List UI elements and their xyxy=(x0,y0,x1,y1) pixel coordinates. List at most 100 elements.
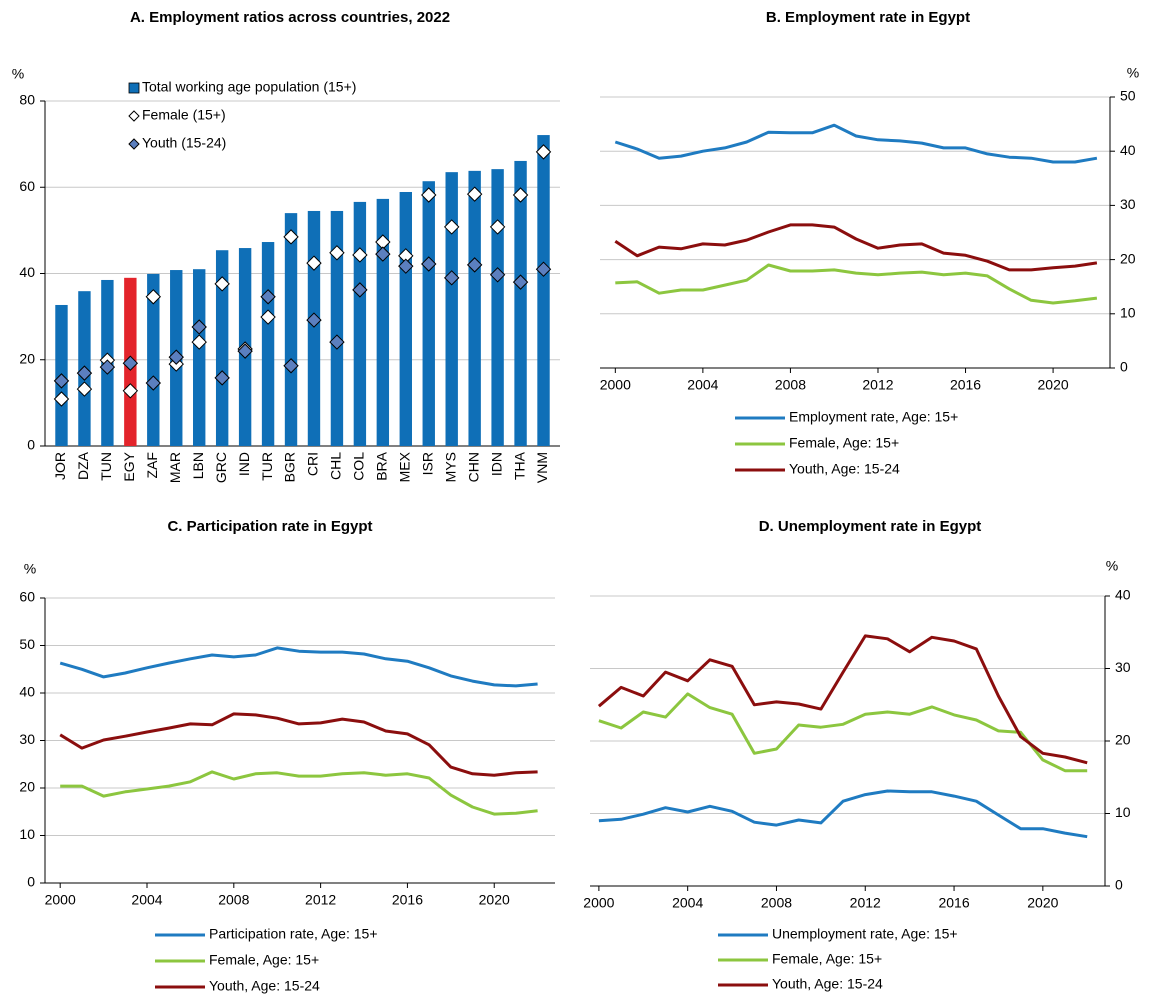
marker xyxy=(421,256,437,272)
legend-label: Total working age population (15+) xyxy=(142,79,356,95)
x-tick-label: ISR xyxy=(419,452,435,475)
x-tick-label: VNM xyxy=(534,452,550,483)
bar xyxy=(399,191,412,446)
y-tick-label: 10 xyxy=(1115,804,1131,820)
x-tick-label: 2012 xyxy=(862,377,893,393)
bar xyxy=(514,160,527,446)
marker xyxy=(168,349,184,365)
y-tick-label: 40 xyxy=(1120,142,1136,158)
y-tick-label: 40 xyxy=(1115,587,1131,603)
x-tick-label: 2004 xyxy=(131,892,162,908)
y-tick-label: 10 xyxy=(19,826,35,842)
legend-label: Female (15+) xyxy=(142,107,226,123)
x-tick-label: CRI xyxy=(305,452,321,476)
x-tick-label: COL xyxy=(351,452,367,481)
marker xyxy=(329,245,345,261)
legend-swatch xyxy=(128,110,140,122)
marker xyxy=(443,219,460,235)
marker xyxy=(145,289,162,305)
line xyxy=(614,223,1098,272)
x-tick-label: MAR xyxy=(167,452,183,483)
x-tick-label: 2016 xyxy=(950,377,981,393)
y-tick-label: 50 xyxy=(19,636,35,652)
line xyxy=(60,770,538,816)
chart-title: C. Participation rate in Egypt xyxy=(167,518,372,535)
x-tick-label: DZA xyxy=(75,451,91,480)
y-tick-label: 40 xyxy=(19,684,35,700)
marker xyxy=(76,365,93,381)
y-unit: % xyxy=(12,66,24,82)
marker xyxy=(306,312,322,328)
y-tick-label: 30 xyxy=(19,731,35,747)
marker xyxy=(443,270,460,286)
x-tick-label: 2020 xyxy=(479,892,510,908)
bar xyxy=(215,250,229,446)
x-tick-label: CHL xyxy=(328,452,344,480)
marker xyxy=(512,274,529,290)
bar xyxy=(376,198,390,446)
x-tick-label: 2004 xyxy=(672,895,703,911)
y-unit: % xyxy=(1106,558,1118,574)
marker xyxy=(76,381,93,397)
line xyxy=(598,692,1088,773)
marker xyxy=(122,383,139,399)
x-tick-label: THA xyxy=(511,451,527,480)
marker xyxy=(512,187,529,203)
x-tick-label: 2008 xyxy=(761,895,792,911)
marker xyxy=(535,261,552,277)
line xyxy=(59,646,538,688)
marker xyxy=(535,144,552,160)
line xyxy=(597,634,1088,765)
x-tick-label: 2012 xyxy=(305,892,336,908)
marker xyxy=(145,375,162,391)
marker xyxy=(466,186,483,202)
line xyxy=(614,123,1098,164)
marker xyxy=(466,257,483,273)
line xyxy=(59,712,538,777)
x-tick-label: 2000 xyxy=(583,895,614,911)
marker xyxy=(489,267,506,283)
y-tick-label: 80 xyxy=(19,92,35,108)
bar xyxy=(193,269,206,446)
marker xyxy=(283,229,299,245)
x-tick-label: 2016 xyxy=(938,895,969,911)
legend-label: Unemployment rate, Age: 15+ xyxy=(772,926,958,942)
marker xyxy=(191,334,207,350)
y-tick-label: 10 xyxy=(1120,305,1136,321)
bar xyxy=(422,181,435,446)
legend-label: Youth, Age: 15-24 xyxy=(772,976,883,992)
line xyxy=(598,789,1088,839)
marker xyxy=(53,373,70,389)
legend-label: Female, Age: 15+ xyxy=(789,435,899,451)
x-tick-label: 2008 xyxy=(775,377,806,393)
marker xyxy=(260,309,276,325)
marker xyxy=(191,319,207,335)
marker xyxy=(99,359,116,375)
bar xyxy=(537,135,550,446)
x-tick-label: IND xyxy=(236,452,252,476)
x-tick-label: 2000 xyxy=(600,377,631,393)
legend-label: Youth, Age: 15-24 xyxy=(789,461,900,477)
line xyxy=(615,263,1098,305)
marker xyxy=(237,343,253,359)
bar xyxy=(353,201,367,446)
bar xyxy=(468,170,481,447)
y-unit: % xyxy=(24,561,36,577)
marker xyxy=(398,258,414,274)
chart-title: B. Employment rate in Egypt xyxy=(766,9,970,26)
marker xyxy=(214,276,230,292)
bar xyxy=(147,273,160,446)
marker xyxy=(53,391,70,407)
marker xyxy=(122,355,139,371)
chart-title: A. Employment ratios across countries, 2… xyxy=(130,9,450,26)
legend-label: Employment rate, Age: 15+ xyxy=(789,409,958,425)
bar xyxy=(491,169,504,446)
legend-swatch xyxy=(128,138,140,150)
marker xyxy=(260,289,276,305)
x-tick-label: 2004 xyxy=(687,377,718,393)
x-tick-label: LBN xyxy=(190,452,206,479)
x-tick-label: ZAF xyxy=(144,452,160,478)
marker xyxy=(352,282,368,298)
marker xyxy=(421,187,437,203)
